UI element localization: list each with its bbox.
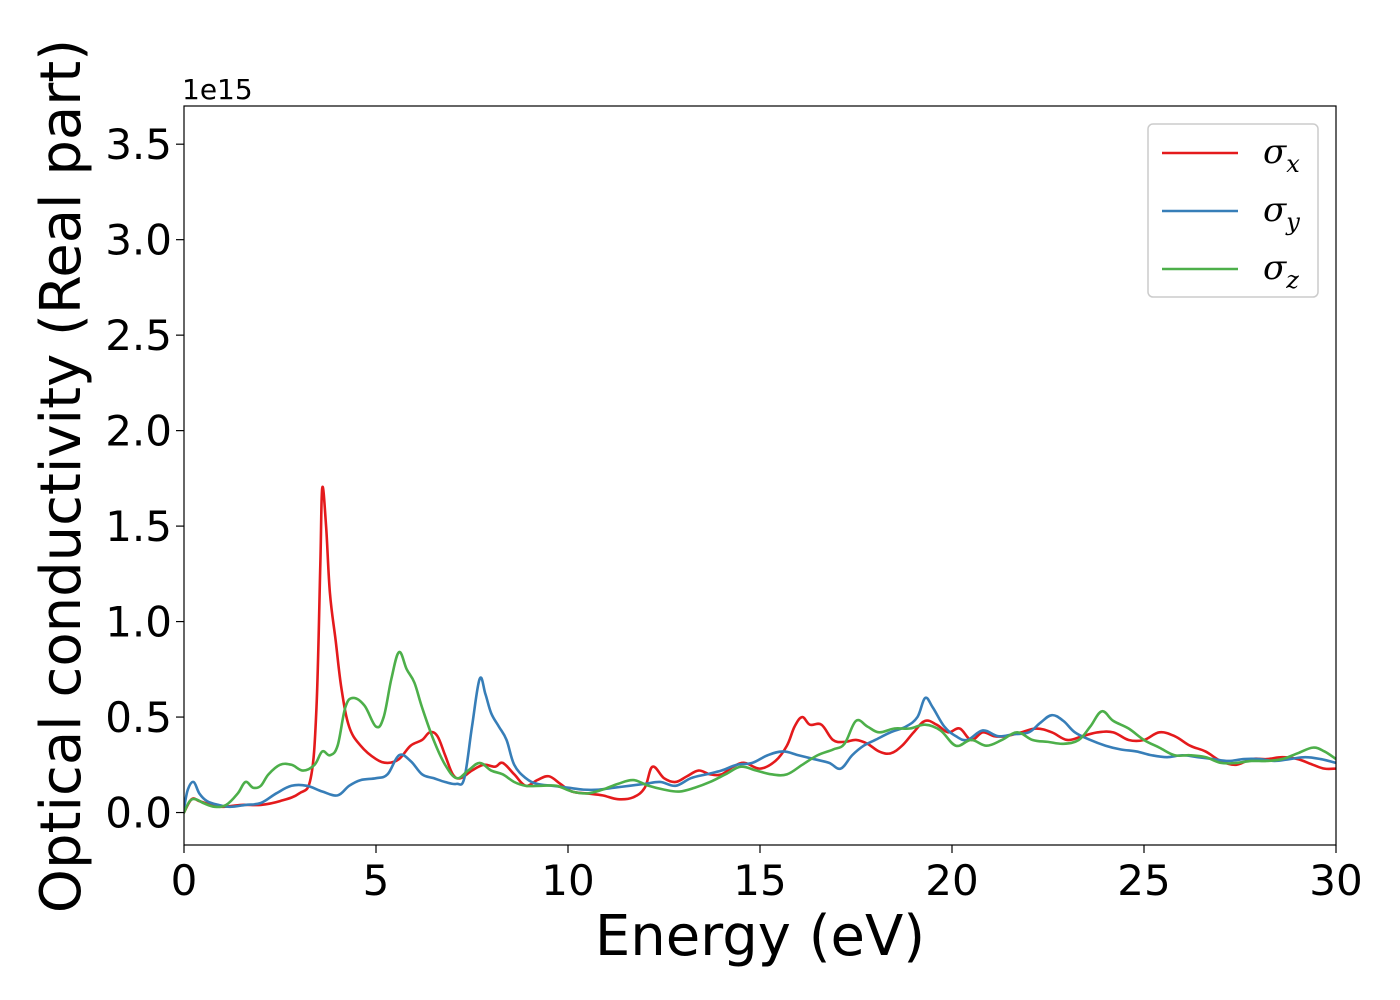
series-line-sigma-z xyxy=(184,650,1336,814)
series-line-sigma-x xyxy=(184,485,1336,814)
y-tick-label: 3.0 xyxy=(105,216,172,265)
y-tick-label: 1.5 xyxy=(105,502,172,551)
y-tick-label: 2.5 xyxy=(105,311,172,360)
x-tick-label: 30 xyxy=(1309,856,1362,905)
y-tick-label: 0.0 xyxy=(105,789,172,838)
x-tick-label: 25 xyxy=(1117,856,1170,905)
x-tick-label: 15 xyxy=(733,856,786,905)
y-offset-label: 1e15 xyxy=(182,73,253,106)
plot-background xyxy=(184,106,1336,845)
x-tick-label: 0 xyxy=(171,856,198,905)
y-axis-title: Optical conductivity (Real part) xyxy=(29,39,94,913)
y-tick-label: 2.0 xyxy=(105,407,172,456)
x-tick-label: 20 xyxy=(925,856,978,905)
x-tick-label: 5 xyxy=(363,856,390,905)
y-tick-label: 3.5 xyxy=(105,120,172,169)
x-axis-title: Energy (eV) xyxy=(595,904,925,969)
series-line-sigma-y xyxy=(184,676,1336,811)
y-tick-label: 0.5 xyxy=(105,693,172,742)
x-tick-label: 10 xyxy=(541,856,594,905)
legend-label-sigma-y: σy xyxy=(1263,190,1300,236)
y-tick-label: 1.0 xyxy=(105,598,172,647)
